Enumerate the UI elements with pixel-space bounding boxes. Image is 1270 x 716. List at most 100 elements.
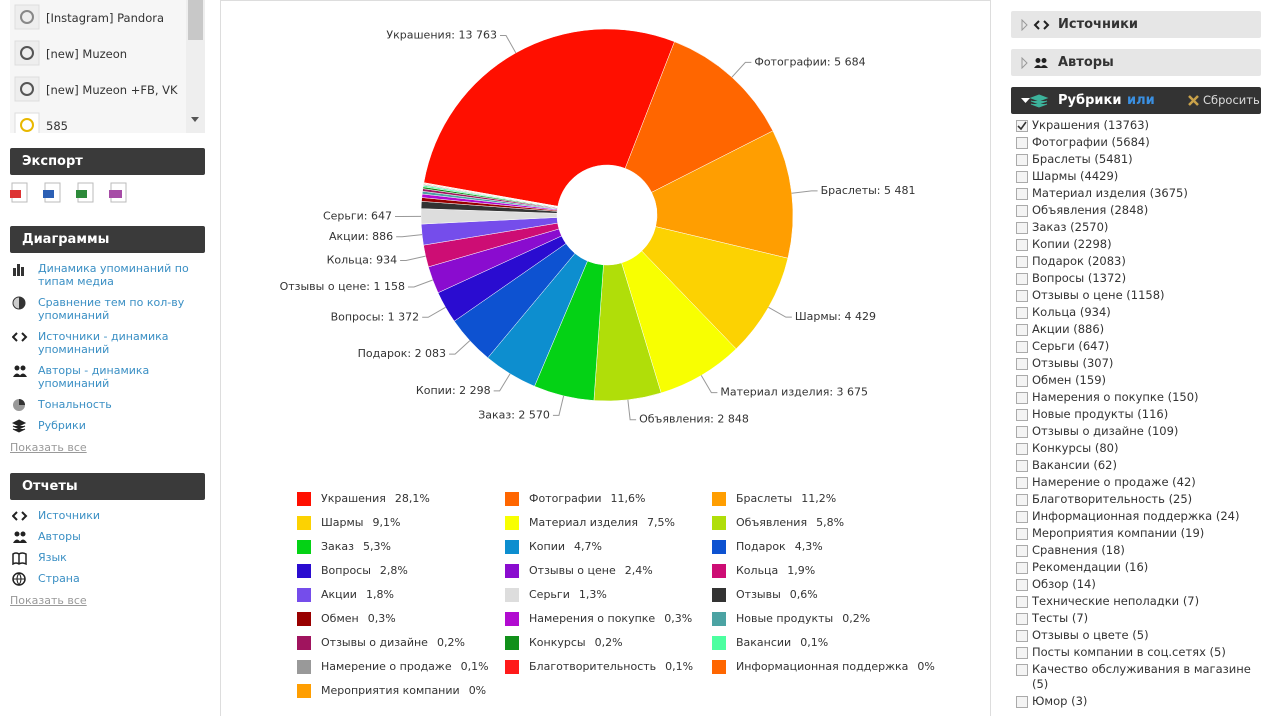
filter-mode[interactable]: или	[1127, 93, 1155, 108]
rubric-item[interactable]: Юмор (3)	[1032, 694, 1088, 708]
rubric-item[interactable]: Отзывы (307)	[1032, 356, 1114, 370]
source-item[interactable]: [new] Muzeon	[46, 47, 128, 61]
scroll-thumb[interactable]	[188, 0, 203, 40]
legend-swatch	[297, 684, 311, 698]
checkbox[interactable]	[1016, 511, 1028, 523]
checkbox[interactable]	[1016, 324, 1028, 336]
chart-link[interactable]: Авторы - динамика упоминаний	[38, 364, 150, 390]
checkbox[interactable]	[1016, 696, 1028, 708]
export-csv[interactable]	[109, 182, 127, 203]
rubric-item[interactable]: Технические неполадки (7)	[1032, 594, 1200, 608]
rubric-item[interactable]: Посты компании в соц.сетях (5)	[1032, 645, 1226, 659]
chart-link[interactable]: Источники - динамика упоминаний	[38, 330, 169, 356]
checkbox[interactable]	[1016, 307, 1028, 319]
checkbox[interactable]	[1016, 630, 1028, 642]
rubric-item[interactable]: Вакансии (62)	[1032, 458, 1117, 472]
checkbox[interactable]	[1016, 613, 1028, 625]
checkbox[interactable]	[1016, 562, 1028, 574]
checkbox[interactable]	[1016, 290, 1028, 302]
rubric-item[interactable]: Благотворительность (25)	[1032, 492, 1193, 506]
checkbox[interactable]	[1016, 358, 1028, 370]
checkbox[interactable]	[1016, 256, 1028, 268]
show-all[interactable]: Показать все	[10, 594, 87, 607]
chart-link[interactable]: Динамика упоминаний по типам медиа	[38, 262, 189, 288]
rubric-item[interactable]: Украшения (13763)	[1032, 118, 1150, 132]
legend-entry: Фотографии 11,6%	[529, 492, 646, 505]
report-link[interactable]: Авторы	[38, 530, 81, 543]
rubric-item[interactable]: Намерение о продаже (42)	[1032, 475, 1196, 489]
scroll-arrow[interactable]	[191, 117, 200, 123]
checkbox[interactable]	[1016, 171, 1028, 183]
rubric-item[interactable]: Отзывы о цене (1158)	[1032, 288, 1165, 302]
checkbox[interactable]	[1016, 545, 1028, 557]
filter-header[interactable]: Источники	[1011, 11, 1261, 38]
rubric-item[interactable]: Копии (2298)	[1032, 237, 1112, 251]
rubric-item[interactable]: Качество обслуживания в магазине (5)	[1032, 662, 1251, 691]
link-icon	[12, 419, 27, 433]
checkbox[interactable]	[1016, 664, 1028, 676]
rubric-item[interactable]: Отзывы о цвете (5)	[1032, 628, 1149, 642]
checkbox[interactable]	[1016, 341, 1028, 353]
rubric-item[interactable]: Объявления (2848)	[1032, 203, 1149, 217]
source-item[interactable]: 585	[46, 119, 68, 133]
rubric-item[interactable]: Намерения о покупке (150)	[1032, 390, 1199, 404]
rubric-item[interactable]: Шармы (4429)	[1032, 169, 1119, 183]
chart-link[interactable]: Рубрики	[38, 419, 86, 432]
checkbox[interactable]	[1016, 375, 1028, 387]
rubric-item[interactable]: Заказ (2570)	[1032, 220, 1109, 234]
rubric-item[interactable]: Браслеты (5481)	[1032, 152, 1133, 166]
checkbox[interactable]	[1016, 120, 1028, 132]
rubric-item[interactable]: Сравнения (18)	[1032, 543, 1125, 557]
checkbox[interactable]	[1016, 596, 1028, 608]
scrollbar[interactable]	[186, 0, 205, 133]
chart-link[interactable]: Сравнение тем по кол-ву упоминаний	[38, 296, 185, 322]
report-link[interactable]: Источники	[38, 509, 101, 522]
filter-header[interactable]: Рубрики или Сбросить	[1011, 87, 1261, 114]
checkbox[interactable]	[1016, 579, 1028, 591]
rubric-item[interactable]: Серьги (647)	[1032, 339, 1110, 353]
checkbox[interactable]	[1016, 426, 1028, 438]
export-pdf[interactable]	[10, 182, 28, 203]
checkbox[interactable]	[1016, 154, 1028, 166]
rubric-item[interactable]: Конкурсы (80)	[1032, 441, 1119, 455]
export-excel[interactable]	[76, 182, 94, 203]
chart-link[interactable]: Тональность	[38, 398, 112, 411]
checkbox[interactable]	[1016, 205, 1028, 217]
checkbox[interactable]	[1016, 647, 1028, 659]
show-all[interactable]: Показать все	[10, 441, 87, 454]
filter-header[interactable]: Авторы	[1011, 49, 1261, 76]
rubric-item[interactable]: Подарок (2083)	[1032, 254, 1126, 268]
checkbox[interactable]	[1016, 188, 1028, 200]
checkbox[interactable]	[1016, 392, 1028, 404]
checkbox[interactable]	[1016, 239, 1028, 251]
checkbox[interactable]	[1016, 528, 1028, 540]
report-link[interactable]: Страна	[38, 572, 80, 585]
rubric-item[interactable]: Акции (886)	[1032, 322, 1105, 336]
export-word[interactable]	[43, 182, 61, 203]
rubric-item[interactable]: Отзывы о дизайне (109)	[1032, 424, 1179, 438]
rubric-item[interactable]: Рекомендации (16)	[1032, 560, 1149, 574]
source-item[interactable]: [new] Muzeon +FB, VK	[46, 83, 178, 97]
rubric-item[interactable]: Тесты (7)	[1032, 611, 1089, 625]
checkbox[interactable]	[1016, 494, 1028, 506]
rubric-item[interactable]: Кольца (934)	[1032, 305, 1111, 319]
checkbox[interactable]	[1016, 460, 1028, 472]
checkbox[interactable]	[1016, 443, 1028, 455]
reset-button[interactable]: Сбросить	[1203, 93, 1260, 107]
checkbox[interactable]	[1016, 409, 1028, 421]
rubric-item[interactable]: Информационная поддержка (24)	[1032, 509, 1240, 523]
checkbox[interactable]	[1016, 222, 1028, 234]
checkbox[interactable]	[1016, 137, 1028, 149]
checkbox[interactable]	[1016, 477, 1028, 489]
rubric-item[interactable]: Новые продукты (116)	[1032, 407, 1169, 421]
rubric-item[interactable]: Мероприятия компании (19)	[1032, 526, 1205, 540]
rubric-item[interactable]: Обмен (159)	[1032, 373, 1106, 387]
export-icons[interactable]	[10, 180, 140, 206]
rubric-item[interactable]: Обзор (14)	[1032, 577, 1096, 591]
source-item[interactable]: [Instagram] Pandora	[46, 11, 164, 25]
checkbox[interactable]	[1016, 273, 1028, 285]
rubric-item[interactable]: Материал изделия (3675)	[1032, 186, 1188, 200]
rubric-item[interactable]: Вопросы (1372)	[1032, 271, 1127, 285]
report-link[interactable]: Язык	[38, 551, 67, 564]
rubric-item[interactable]: Фотографии (5684)	[1032, 135, 1150, 149]
